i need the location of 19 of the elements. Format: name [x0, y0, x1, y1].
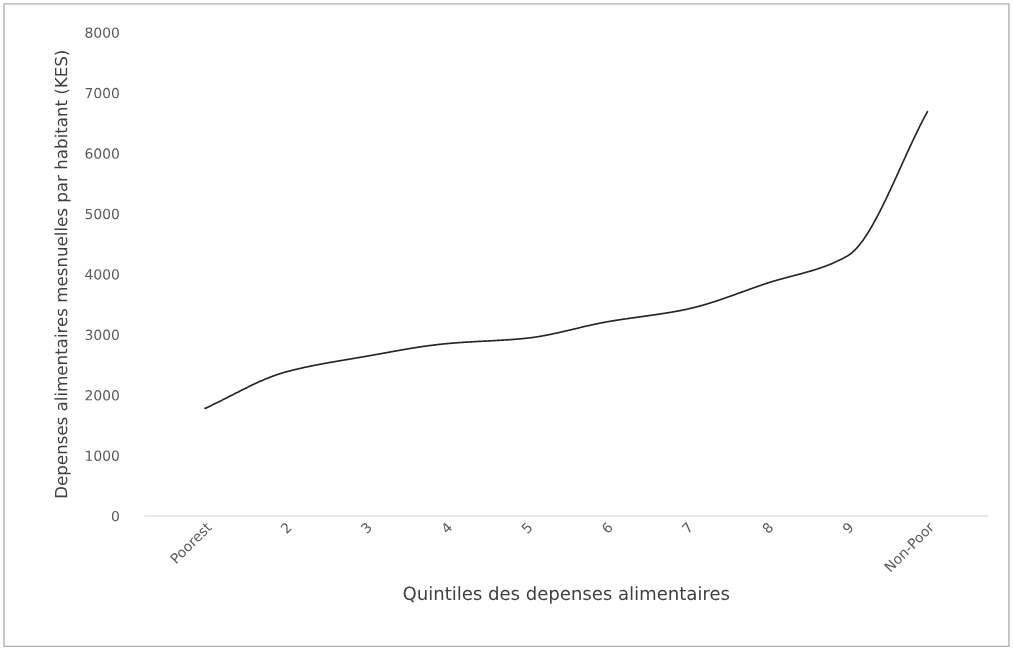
- y-axis-title: Depenses alimentaires mesnuelles par habitant (KES): [54, 51, 71, 498]
- x-tick-label: 7: [681, 521, 694, 534]
- y-tick-label: 4000: [85, 269, 119, 280]
- x-tick-label: 4: [440, 521, 453, 535]
- x-tick-label: 8: [761, 521, 774, 534]
- y-tick-label: 2000: [85, 390, 119, 401]
- x-tick-label: 3: [360, 521, 373, 534]
- x-tick-label: 9: [841, 521, 855, 535]
- y-tick-label: 6000: [85, 148, 119, 159]
- y-tick-label: 0: [111, 510, 119, 522]
- x-tick-label: 5: [520, 521, 533, 534]
- y-tick-label: 5000: [85, 208, 119, 220]
- x-axis-title: Quintiles des depenses alimentaires: [403, 586, 730, 604]
- x-tick-label: 2: [279, 521, 292, 534]
- y-tick-label: 3000: [85, 329, 119, 341]
- y-tick-label: 8000: [85, 27, 119, 38]
- y-tick-label: 7000: [85, 87, 119, 99]
- y-tick-label: 1000: [86, 450, 119, 461]
- x-tick-label: 6: [601, 521, 614, 534]
